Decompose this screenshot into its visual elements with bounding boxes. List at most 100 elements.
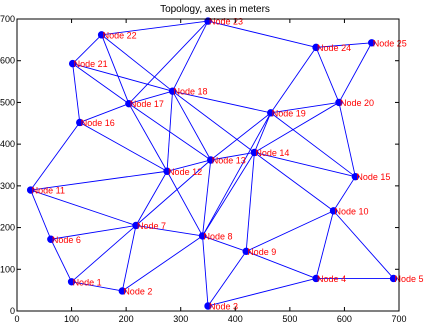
node-label-2: Node 2 xyxy=(123,286,152,296)
edge-19-24 xyxy=(270,47,317,114)
y-tick-label: 600 xyxy=(0,56,15,66)
edge-17-23 xyxy=(128,20,209,104)
edge-6-11 xyxy=(30,189,52,240)
edge-3-9 xyxy=(207,251,247,307)
edge-8-12 xyxy=(166,171,203,237)
edge-16-21 xyxy=(72,63,81,123)
y-tick-label: 500 xyxy=(0,97,15,107)
x-axis: 0 100 200 300 400 500 600 700 xyxy=(14,19,407,324)
edge-23-24 xyxy=(207,20,317,48)
x-tick-label: 100 xyxy=(64,314,79,324)
node-label-9: Node 9 xyxy=(247,247,276,257)
edge-17-18 xyxy=(128,90,173,105)
edge-13-18 xyxy=(172,90,212,161)
edge-12-18 xyxy=(166,91,173,172)
node-label-17: Node 17 xyxy=(130,99,164,109)
node-label-24: Node 24 xyxy=(317,43,351,53)
y-tick-label: 100 xyxy=(0,264,15,274)
node-label-15: Node 15 xyxy=(356,172,390,182)
edge-18-21 xyxy=(72,63,173,92)
edge-2-8 xyxy=(122,235,203,292)
edge-14-18 xyxy=(172,90,255,153)
edge-9-14 xyxy=(245,152,255,252)
edge-1-6 xyxy=(50,239,72,282)
node-point-21 xyxy=(68,59,77,68)
x-tick-label: 500 xyxy=(282,314,297,324)
node-point-15 xyxy=(351,172,360,181)
node-point-19 xyxy=(267,109,275,117)
edge-3-8 xyxy=(202,235,209,307)
node-label-16: Node 16 xyxy=(81,118,115,128)
edge-18-19 xyxy=(172,90,271,114)
node-label-21: Node 21 xyxy=(74,59,108,69)
edge-10-14 xyxy=(254,152,334,212)
edge-3-4 xyxy=(207,278,317,307)
edge-24-25 xyxy=(316,42,372,48)
y-tick-label: 0 xyxy=(10,306,15,316)
node-point-22 xyxy=(97,31,106,39)
edge-15-19 xyxy=(270,112,356,178)
node-point-20 xyxy=(335,98,343,107)
node-point-3 xyxy=(204,302,212,310)
node-label-19: Node 19 xyxy=(272,108,306,118)
node-point-24 xyxy=(312,43,320,52)
edge-8-14 xyxy=(202,152,255,237)
edge-22-23 xyxy=(101,20,209,36)
edge-1-7 xyxy=(71,225,137,283)
node-point-4 xyxy=(312,274,320,283)
node-label-18: Node 18 xyxy=(174,87,208,97)
node-label-20: Node 20 xyxy=(340,98,374,108)
edge-7-11 xyxy=(30,189,137,226)
chart-title: Topology, axes in meters xyxy=(160,4,270,15)
edge-14-20 xyxy=(254,102,340,153)
node-point-12 xyxy=(163,167,171,175)
edge-1-2 xyxy=(71,281,123,292)
node-label-1: Node 1 xyxy=(73,277,102,287)
edge-16-17 xyxy=(79,103,130,123)
node-point-16 xyxy=(76,118,84,127)
node-label-23: Node 23 xyxy=(209,17,243,27)
edge-13-19 xyxy=(210,112,272,161)
node-label-22: Node 22 xyxy=(103,30,137,40)
edges-layer xyxy=(30,20,394,307)
edge-8-13 xyxy=(202,159,212,236)
node-point-11 xyxy=(26,186,35,194)
edge-18-23 xyxy=(172,20,209,92)
node-point-2 xyxy=(118,287,127,295)
edge-8-19 xyxy=(202,112,272,237)
x-tick-label: 600 xyxy=(337,314,352,324)
edge-19-20 xyxy=(270,101,340,114)
edge-20-24 xyxy=(315,47,340,103)
edge-11-16 xyxy=(30,122,81,191)
node-label-13: Node 13 xyxy=(212,155,246,165)
node-label-6: Node 6 xyxy=(52,235,81,245)
edge-8-9 xyxy=(202,235,247,252)
node-label-8: Node 8 xyxy=(204,231,233,241)
y-tick-label: 200 xyxy=(0,223,15,233)
edge-11-12 xyxy=(30,170,168,191)
x-tick-label: 700 xyxy=(391,314,406,324)
node-point-13 xyxy=(207,156,215,164)
node-point-10 xyxy=(329,207,338,215)
node-point-25 xyxy=(368,39,376,47)
edge-12-13 xyxy=(166,159,211,172)
edge-7-13 xyxy=(135,159,212,226)
x-tick-label: 200 xyxy=(119,314,134,324)
edge-6-7 xyxy=(50,225,137,240)
node-label-5: Node 5 xyxy=(395,274,424,284)
y-tick-label: 700 xyxy=(0,14,15,24)
nodes-layer xyxy=(26,17,398,310)
edge-5-10 xyxy=(333,210,394,279)
edge-7-8 xyxy=(135,225,203,237)
node-point-18 xyxy=(168,87,177,95)
node-label-12: Node 12 xyxy=(168,167,202,177)
x-tick-label: 0 xyxy=(14,314,19,324)
edge-12-17 xyxy=(128,103,168,172)
edge-13-17 xyxy=(128,103,211,161)
node-point-1 xyxy=(67,278,76,286)
x-tick-label: 300 xyxy=(173,314,188,324)
edge-12-16 xyxy=(79,122,168,172)
edge-17-21 xyxy=(72,63,130,105)
node-point-5 xyxy=(389,274,398,283)
edge-14-19 xyxy=(253,112,272,153)
